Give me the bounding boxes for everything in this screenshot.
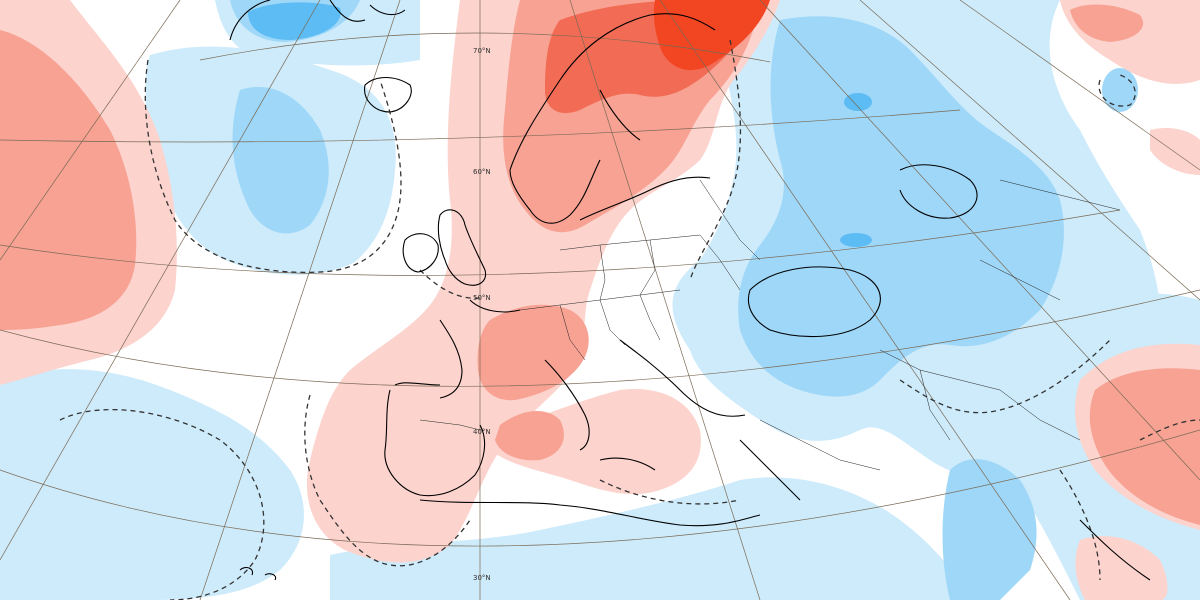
iberia-coast: [384, 389, 486, 497]
dashed-contours: [59, 39, 1200, 600]
meridian-2: [199, 0, 401, 600]
meridian-8: [859, 0, 1200, 301]
warm-anomaly-strong: [545, 0, 770, 114]
cool-anomaly-strong: [248, 2, 1138, 247]
meridian-7: [759, 0, 1200, 481]
caspian-coast: [899, 164, 978, 219]
scandinavia-coast: [509, 13, 716, 224]
canary-islands-coast: [239, 566, 277, 581]
greenland-coast: [229, 0, 406, 41]
britain-coast: [437, 209, 487, 286]
lat-label-40n: 40°N: [473, 428, 491, 436]
lat-label-70n: 70°N: [473, 47, 491, 55]
north-africa-coast: [419, 499, 761, 527]
europe-west-coast: [394, 299, 521, 399]
meridian-6: [659, 0, 1071, 600]
parallel-30n: [0, 429, 1200, 547]
baltic-coast: [579, 176, 711, 221]
iceland-coast: [364, 76, 412, 113]
black-sea-coast: [747, 266, 881, 338]
lat-label-50n: 50°N: [473, 294, 491, 302]
latitude-labels: 70°N 60°N 50°N 40°N 30°N: [473, 47, 491, 582]
meridian-5: [569, 0, 761, 600]
coastlines: [229, 0, 1151, 581]
lat-label-30n: 30°N: [473, 574, 491, 582]
parallel-70n: [199, 32, 771, 63]
balkan-coast: [619, 339, 746, 417]
middle-east-coast: [739, 439, 1151, 581]
ireland-coast: [402, 233, 439, 273]
parallel-50n: [0, 209, 1121, 276]
meridian-4: [0, 0, 181, 261]
national-borders: [419, 179, 1121, 471]
parallel-40n: [0, 289, 1200, 387]
italy-coast: [544, 359, 656, 471]
lat-label-60n: 60°N: [473, 168, 491, 176]
meridian-9: [959, 0, 1200, 171]
meridian-3: [0, 0, 321, 561]
